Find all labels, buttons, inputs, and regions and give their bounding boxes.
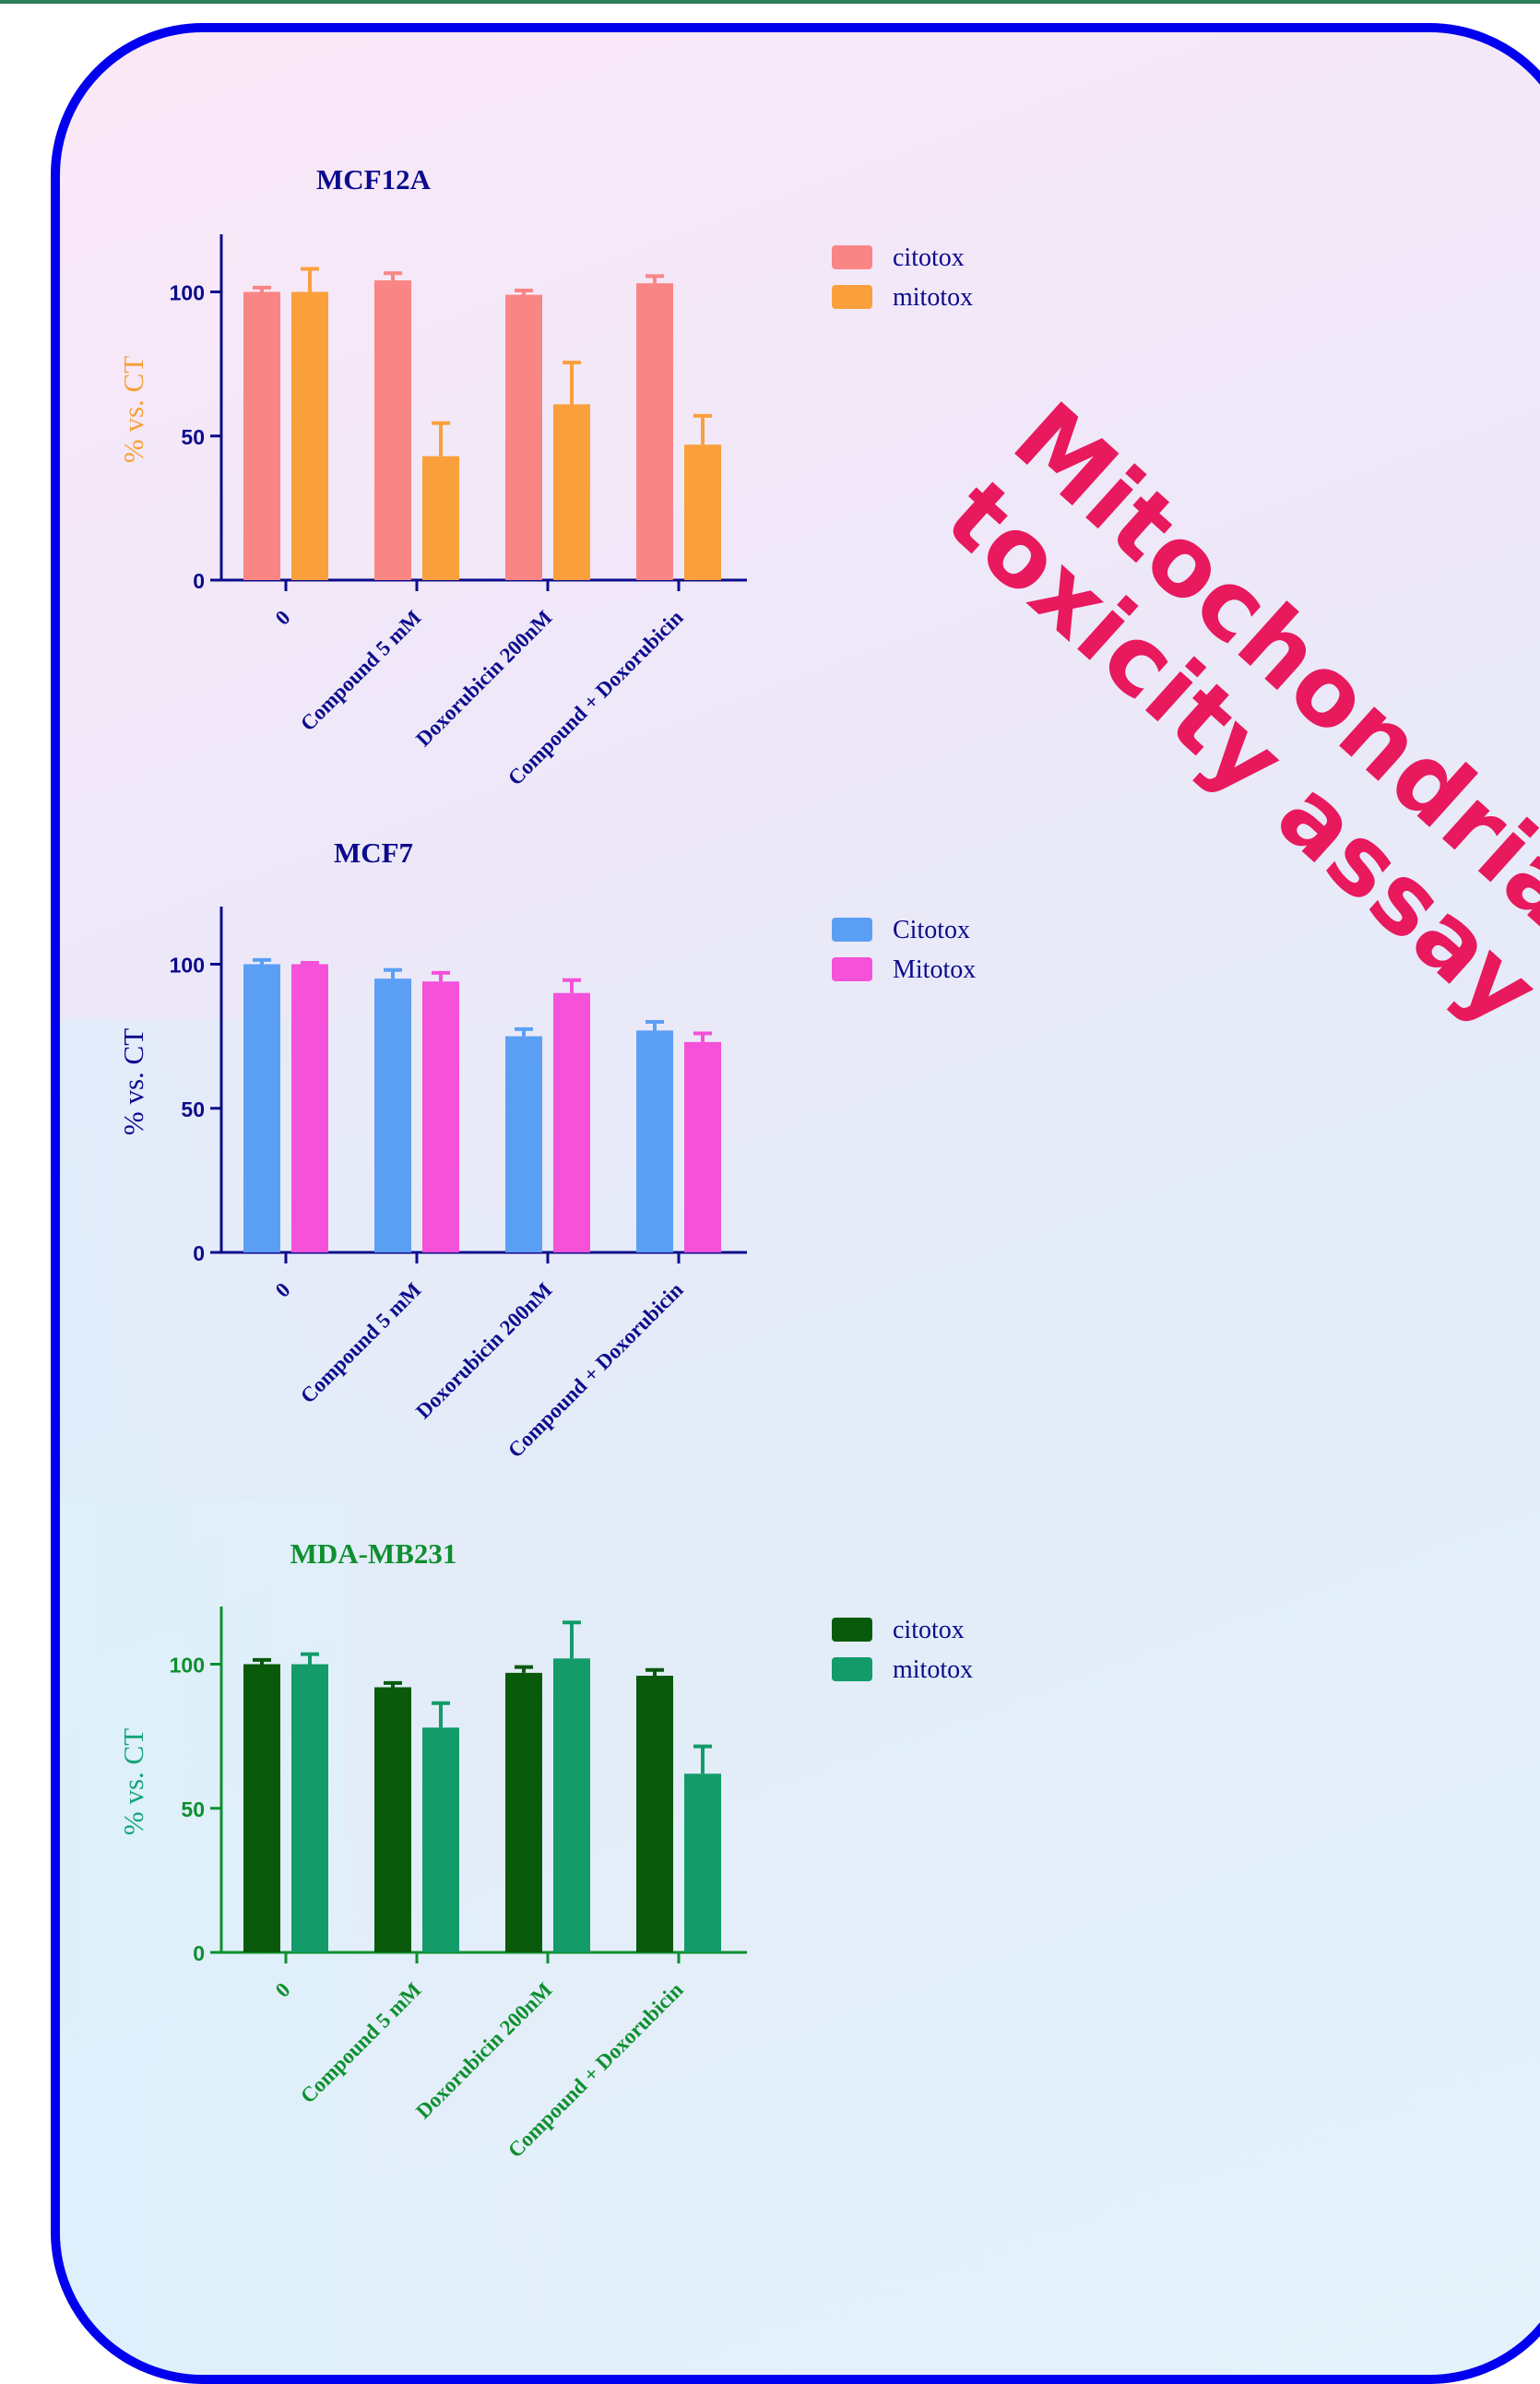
- bar-mitotox: [422, 456, 459, 580]
- bar-citotox: [505, 294, 542, 580]
- bar-citotox: [505, 1036, 542, 1252]
- chart-title: MCF7: [334, 836, 413, 869]
- bar-citotox: [243, 1664, 280, 1952]
- chart-title: MCF12A: [316, 163, 432, 196]
- bar-mitotox: [684, 445, 721, 580]
- bar-citotox: [243, 291, 280, 580]
- y-axis-label: % vs. CT: [117, 356, 149, 463]
- x-tick-label: 0: [271, 606, 295, 630]
- y-tick-label: 0: [193, 1941, 205, 1965]
- legend-swatch: [832, 957, 872, 981]
- bar-citotox: [243, 964, 280, 1252]
- bar-mitotox: [422, 981, 459, 1252]
- y-tick-label: 100: [170, 1654, 205, 1678]
- y-tick-label: 0: [193, 1241, 205, 1265]
- legend-label: citotox: [893, 243, 965, 272]
- y-axis-label: % vs. CT: [117, 1728, 149, 1835]
- bar-citotox: [636, 1030, 673, 1252]
- x-tick-label: Compound 5 mM: [296, 606, 426, 736]
- y-tick-label: 50: [181, 1097, 205, 1121]
- bar-citotox: [374, 1687, 411, 1952]
- bar-mitotox: [684, 1773, 721, 1952]
- y-tick-label: 50: [181, 425, 205, 449]
- y-tick-label: 100: [170, 954, 205, 978]
- top-rule: [0, 0, 1540, 4]
- bar-citotox: [374, 979, 411, 1252]
- bar-mitotox: [553, 1658, 590, 1952]
- bar-citotox: [636, 283, 673, 580]
- legend-label: Citotox: [893, 916, 970, 944]
- y-tick-label: 100: [170, 281, 205, 305]
- legend-swatch: [832, 1657, 872, 1681]
- legend-label: mitotox: [893, 1655, 973, 1684]
- bar-mitotox: [553, 404, 590, 580]
- bar-mitotox: [684, 1041, 721, 1252]
- x-tick-label: Doxorubicin 200nM: [411, 606, 556, 751]
- legend-swatch: [832, 918, 872, 942]
- legend-swatch: [832, 1618, 872, 1642]
- legend-label: citotox: [893, 1616, 965, 1644]
- bar-mitotox: [291, 964, 328, 1252]
- legend-label: Mitotox: [893, 955, 976, 984]
- bar-mitotox: [291, 291, 328, 580]
- content-panel: MCF12A% vs. CT 0 50 100 0 Compound 5 mM Doxoru…: [51, 23, 1540, 2384]
- y-tick-label: 50: [181, 1797, 205, 1821]
- bar-citotox: [636, 1676, 673, 1952]
- legend-label: mitotox: [893, 283, 973, 312]
- y-tick-label: 0: [193, 569, 205, 593]
- bar-mitotox: [291, 1664, 328, 1952]
- bar-mitotox: [422, 1727, 459, 1952]
- bar-mitotox: [553, 992, 590, 1252]
- y-axis-label: % vs. CT: [117, 1028, 149, 1135]
- chart-title: MDA-MB231: [290, 1537, 457, 1570]
- legend-swatch: [832, 245, 872, 269]
- legend-swatch: [832, 285, 872, 309]
- bar-citotox: [374, 280, 411, 580]
- bar-citotox: [505, 1672, 542, 1952]
